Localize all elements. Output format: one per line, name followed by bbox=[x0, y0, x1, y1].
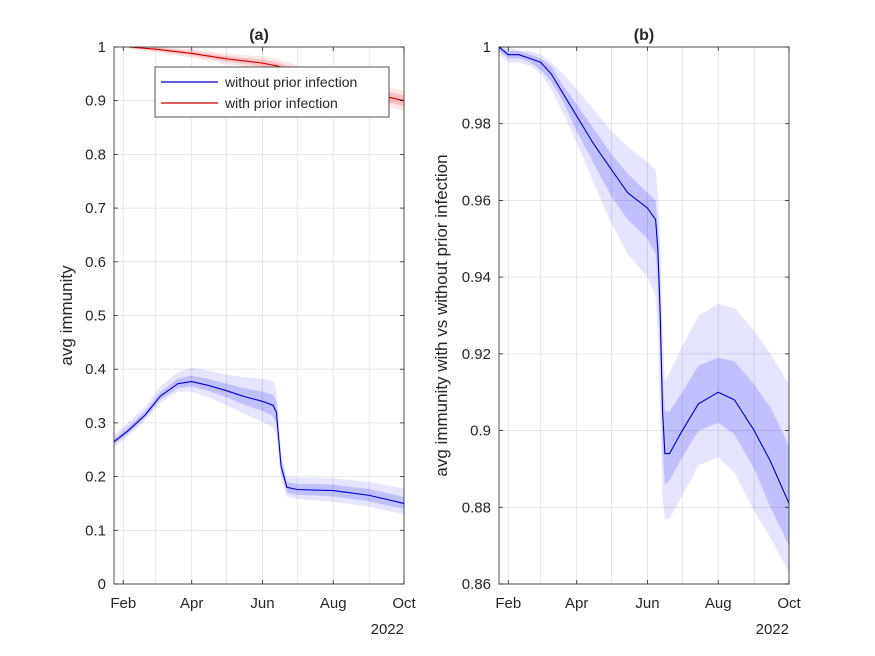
y-tick-label-a: 0.7 bbox=[85, 200, 106, 217]
y-tick-label-a: 0 bbox=[98, 576, 106, 593]
y-tick-label-a: 0.1 bbox=[85, 522, 106, 539]
ticks-b: Feb Apr Jun Aug Oct 0.86 0.88 0.9 0.92 0.94 0.96 0.… bbox=[462, 39, 802, 612]
y-tick-label-a: 1 bbox=[98, 39, 106, 56]
outer-band-series-1-b bbox=[499, 47, 789, 573]
legend: without prior infection with prior infec… bbox=[154, 66, 390, 118]
legend-label-without-prior-infection: without prior infection bbox=[224, 74, 357, 90]
plot-frame-b bbox=[498, 46, 790, 585]
inner-band-without-prior-infection-a bbox=[114, 375, 404, 509]
inner-band-series-1-b bbox=[499, 47, 789, 546]
y-tick-label-b: 0.94 bbox=[462, 269, 491, 286]
y-tick-label-b: 1 bbox=[483, 39, 491, 56]
y-tick-label-a: 0.2 bbox=[85, 469, 106, 486]
series-line-series-1-b bbox=[499, 47, 789, 504]
y-axis-label-b: avg immunity with vs without prior infec… bbox=[432, 154, 451, 476]
x-tick-label-a: Feb bbox=[110, 595, 136, 612]
y-tick-label-b: 0.92 bbox=[462, 346, 491, 363]
y-tick-label-a: 0.3 bbox=[85, 415, 106, 432]
x-tick-label-a: Aug bbox=[320, 595, 347, 612]
panel-title-b: (b) bbox=[634, 27, 654, 44]
panel-a: Feb Apr Jun Aug Oct 0 0.1 0.2 0.3 0.4 0.5 0.6 0.7 0.8… bbox=[57, 27, 416, 638]
y-tick-label-b: 0.9 bbox=[470, 423, 491, 440]
y-tick-label-b: 0.86 bbox=[462, 576, 491, 593]
outer-band-without-prior-infection-a bbox=[114, 367, 404, 515]
x-tick-label-b: Oct bbox=[777, 595, 801, 612]
grid-b bbox=[499, 46, 790, 585]
x-tick-label-a: Apr bbox=[180, 595, 203, 612]
y-tick-label-a: 0.9 bbox=[85, 93, 106, 110]
y-axis-label-a: avg immunity bbox=[57, 265, 76, 366]
y-tick-label-a: 0.5 bbox=[85, 308, 106, 325]
panel-b: Feb Apr Jun Aug Oct 0.86 0.88 0.9 0.92 0.94 0.96 0.… bbox=[432, 27, 801, 638]
y-tick-label-b: 0.98 bbox=[462, 116, 491, 133]
panel-title-a: (a) bbox=[249, 27, 269, 44]
x-tick-label-b: Apr bbox=[565, 595, 588, 612]
x-year-label-a: 2022 bbox=[371, 621, 404, 638]
y-tick-label-b: 0.96 bbox=[462, 192, 491, 209]
legend-entry-without-prior-infection: without prior infection bbox=[161, 74, 357, 90]
legend-label-with-prior-infection: with prior infection bbox=[224, 95, 338, 111]
y-tick-label-a: 0.4 bbox=[85, 361, 106, 378]
y-tick-label-b: 0.88 bbox=[462, 499, 491, 516]
legend-entry-with-prior-infection: with prior infection bbox=[161, 95, 338, 111]
plot-area-b bbox=[499, 47, 789, 584]
x-tick-label-b: Feb bbox=[495, 595, 521, 612]
ticks-a: Feb Apr Jun Aug Oct 0 0.1 0.2 0.3 0.4 0.5 0.6 0.7 0.8… bbox=[85, 39, 416, 612]
legend-box bbox=[154, 66, 390, 118]
y-tick-label-a: 0.8 bbox=[85, 146, 106, 163]
x-tick-label-b: Aug bbox=[705, 595, 732, 612]
x-tick-label-a: Oct bbox=[392, 595, 416, 612]
series-b bbox=[499, 47, 789, 573]
x-tick-label-a: Jun bbox=[250, 595, 274, 612]
series-line-without-prior-infection-a bbox=[114, 380, 404, 504]
y-tick-label-a: 0.6 bbox=[85, 254, 106, 271]
x-tick-label-b: Jun bbox=[635, 595, 659, 612]
x-year-label-b: 2022 bbox=[756, 621, 789, 638]
